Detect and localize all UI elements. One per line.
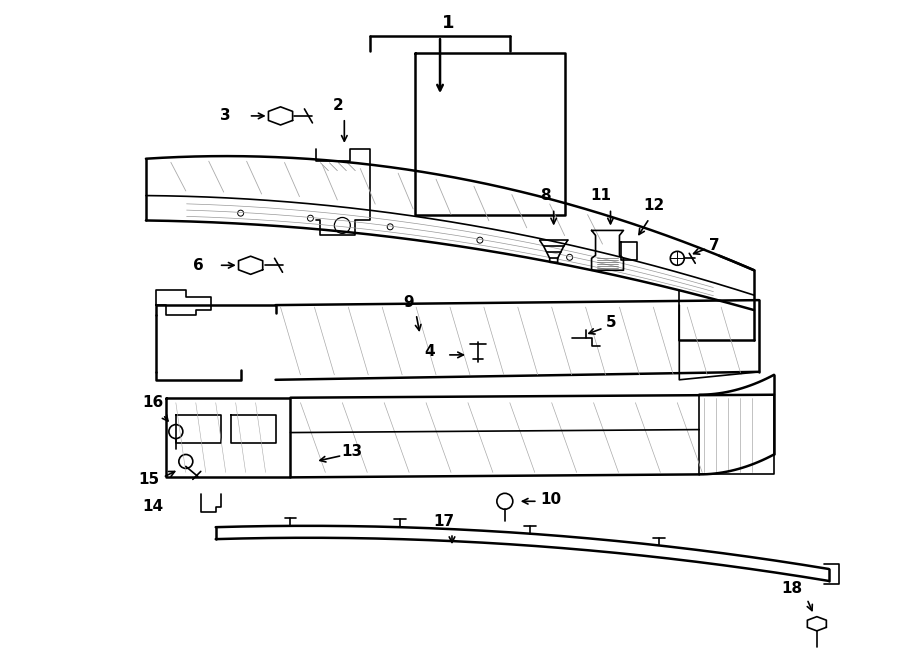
Text: 14: 14 [142,499,164,514]
Text: 10: 10 [540,492,562,507]
Text: 3: 3 [220,108,231,124]
Text: 13: 13 [342,444,363,459]
Text: 18: 18 [781,582,803,596]
Text: 8: 8 [540,188,551,203]
Text: 7: 7 [709,238,719,253]
Text: 1: 1 [442,15,454,32]
Text: 4: 4 [425,344,436,360]
Text: 16: 16 [142,395,164,410]
Text: 12: 12 [644,198,665,213]
Text: 9: 9 [403,295,413,309]
Text: 2: 2 [333,98,344,114]
Text: 5: 5 [607,315,616,330]
Text: 15: 15 [139,472,159,487]
Text: 6: 6 [194,258,204,273]
Text: 11: 11 [590,188,611,203]
Text: 17: 17 [434,514,454,529]
